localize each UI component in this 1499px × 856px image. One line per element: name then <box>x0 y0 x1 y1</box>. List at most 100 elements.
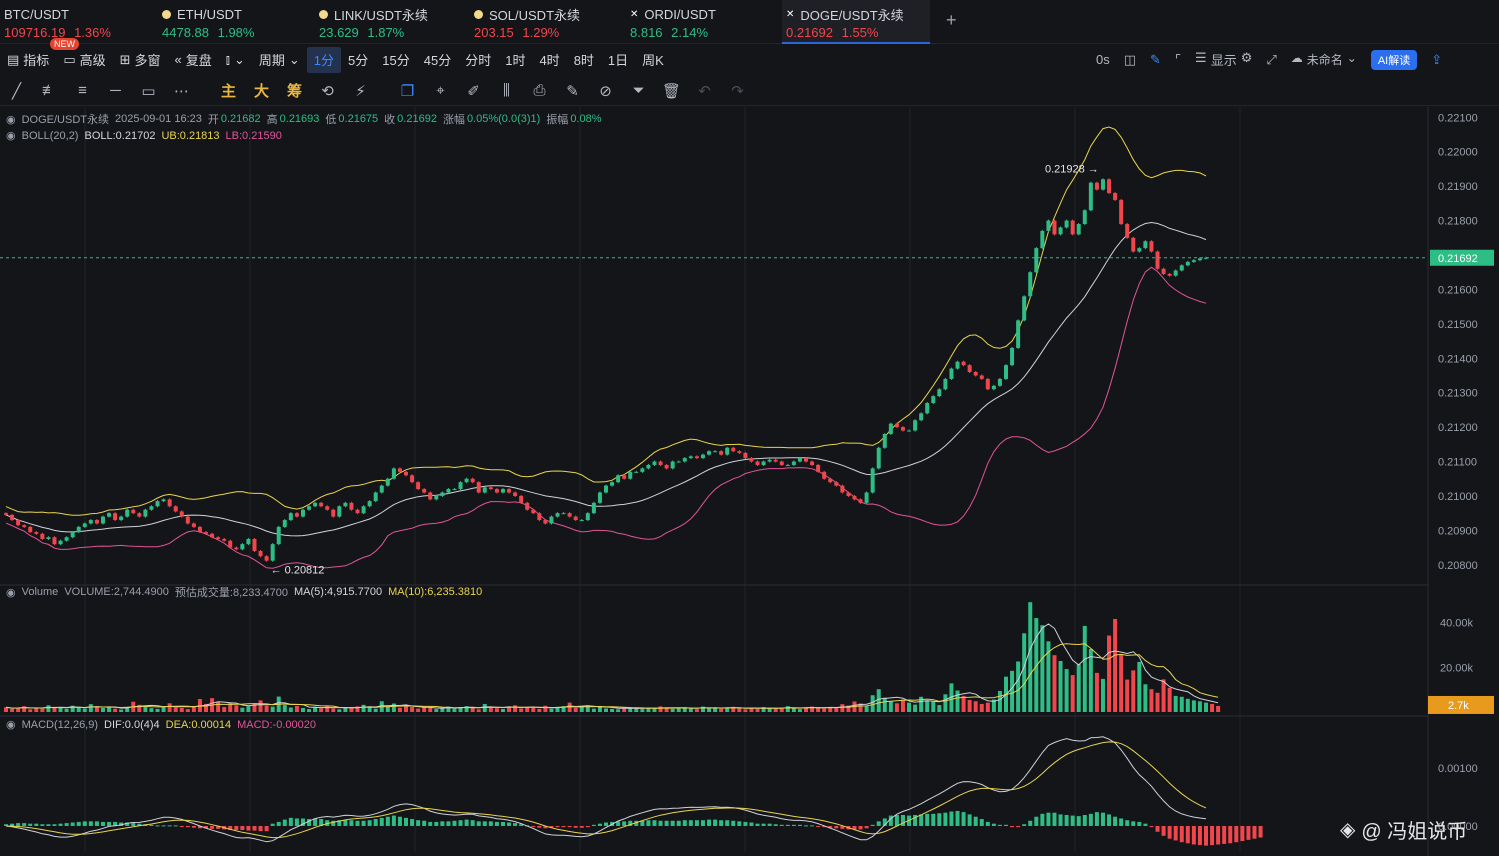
volume-bar <box>834 707 839 712</box>
candle <box>713 451 718 453</box>
undo-icon[interactable]: ↶ <box>698 82 711 100</box>
hline-tool-icon[interactable]: ─ <box>110 82 121 99</box>
interval-0[interactable]: 1分 <box>306 46 342 73</box>
volume-bar <box>1010 670 1015 712</box>
tab-dogeusdt[interactable]: ✕ DOGE/USDT永续 0.21692 1.55% <box>782 0 930 44</box>
tab-linkusdt[interactable]: LINK/USDT永续 23.629 1.87% <box>315 0 465 44</box>
advanced-button[interactable]: ▭ 高级 <box>63 51 106 69</box>
measure-tool-icon[interactable]: ⫼ <box>503 82 510 99</box>
candle <box>470 478 475 483</box>
pencil-icon[interactable]: ✎ <box>1150 51 1161 67</box>
tab-price: 4478.88 1.98% <box>162 25 308 40</box>
volume-bar <box>137 704 142 712</box>
ruler-tool-icon[interactable]: ⌖ <box>436 82 445 99</box>
lock-tool-icon[interactable]: ⎙ <box>533 82 546 99</box>
multi-window-button[interactable]: ⊞ 多窗 <box>119 51 161 69</box>
macd-hist-bar <box>979 819 984 826</box>
candle <box>985 378 990 390</box>
fullscreen-icon[interactable]: ⤢ <box>1266 51 1277 67</box>
sol-coin-icon <box>474 9 483 19</box>
candle <box>282 520 287 527</box>
layout-name-button[interactable]: ☁ 未命名 ⌄ <box>1290 51 1357 67</box>
macd-hist-bar <box>307 819 312 826</box>
more-tools-icon[interactable]: ⋯ <box>174 82 189 100</box>
tab-solusdt[interactable]: SOL/USDT永续 203.15 1.29% <box>470 0 620 44</box>
macd-tick-label: 0.00100 <box>1438 763 1478 775</box>
interval-6[interactable]: 4时 <box>539 53 560 68</box>
main-force-button[interactable]: 主 <box>220 83 236 100</box>
candle <box>597 492 602 503</box>
volume-bar <box>1022 633 1027 712</box>
eye-icon[interactable]: ◉ <box>6 586 16 599</box>
candle <box>682 458 687 462</box>
share-icon[interactable]: ⇪ <box>1431 51 1443 67</box>
interval-1[interactable]: 5分 <box>348 53 369 68</box>
ai-analyze-button[interactable]: AI解读 <box>1370 49 1418 70</box>
tab-ethusdt[interactable]: ETH/USDT 4478.88 1.98% <box>158 0 308 44</box>
price-tick-label: 0.21900 <box>1438 181 1478 193</box>
parallel-tool-icon[interactable]: ≢ <box>42 82 57 99</box>
eye-icon[interactable]: ◉ <box>6 113 16 126</box>
macd-hist-bar <box>476 821 481 826</box>
macd-hist-bar <box>119 822 124 826</box>
volume-bar <box>616 709 621 712</box>
filter-tool-icon[interactable]: ⏷ <box>632 82 645 99</box>
interval-8[interactable]: 1日 <box>607 53 629 68</box>
fib-tool-icon[interactable]: ≡ <box>78 82 87 99</box>
frame-icon[interactable]: ⌜ <box>1174 51 1182 67</box>
brush-tool-icon[interactable]: ✐ <box>467 82 480 100</box>
candle <box>173 506 178 512</box>
candle <box>1197 258 1202 261</box>
chart-type-button[interactable]: ⫾ ⌄ <box>219 47 252 73</box>
candle <box>276 526 281 545</box>
macd-hist-bar <box>670 820 675 826</box>
candle <box>737 451 742 453</box>
line-tool-icon[interactable]: ╱ <box>11 82 22 100</box>
candle <box>4 513 8 515</box>
indicator-tool-icon[interactable]: ⟲ <box>321 82 334 100</box>
interval-9[interactable]: 周K <box>642 53 664 68</box>
period-button[interactable]: 周期 ⌄ <box>258 51 300 69</box>
macd-hist-bar <box>555 825 560 828</box>
macd-hist-bar <box>137 823 142 826</box>
tab-btcusdt[interactable]: BTC/USDT 109716.19 1.36% <box>0 0 150 44</box>
macd-hist-bar <box>1155 825 1160 832</box>
interval-5[interactable]: 1时 <box>505 53 526 68</box>
interval-4[interactable]: 分时 <box>465 53 492 68</box>
candle <box>919 413 924 421</box>
macd-hist-bar <box>664 820 669 826</box>
trash-icon[interactable]: 🗑 <box>661 82 682 100</box>
rect-tool-icon[interactable]: ▭ <box>141 82 156 100</box>
display-button[interactable]: ☰ 显示 ⚙ <box>1195 50 1253 68</box>
interval-list: 1分 5分 15分 45分 分时 1时 4时 8时 1日 周K <box>306 46 671 73</box>
volume-bar <box>961 695 966 712</box>
interval-3[interactable]: 45分 <box>423 53 452 68</box>
eye-icon[interactable]: ◉ <box>6 130 16 142</box>
edit-tool-icon[interactable]: ✎ <box>566 82 579 100</box>
eye-icon[interactable]: ◉ <box>6 719 16 731</box>
add-tab-button[interactable]: + <box>946 10 957 30</box>
candle <box>955 361 960 369</box>
chips-button[interactable]: 筹 <box>286 83 302 100</box>
tab-ordiusdt[interactable]: ✕ ORDI/USDT 8.816 2.14% <box>626 0 776 44</box>
interval-2[interactable]: 15分 <box>382 53 410 68</box>
indicator-button[interactable]: ▤ 指标 <box>7 51 50 69</box>
large-order-button[interactable]: 大 <box>253 83 269 100</box>
interval-7[interactable]: 8时 <box>573 53 594 68</box>
candle <box>1119 199 1124 225</box>
candle <box>537 513 542 521</box>
chart-area[interactable]: 0.22100 0.22000 0.21900 0.21800 0.21600 0.215… <box>0 107 1499 856</box>
macd-hist-bar <box>1197 825 1202 846</box>
redo-icon[interactable]: ↷ <box>731 82 744 100</box>
macd-hist-bar <box>731 820 736 826</box>
volume-bar <box>779 707 784 712</box>
copy-tool-icon[interactable]: ❐ <box>400 82 415 100</box>
candle <box>1076 224 1081 235</box>
volume-bar <box>252 703 257 712</box>
camera-icon[interactable]: ◫ <box>1123 51 1137 67</box>
macd-hist-bar <box>76 821 81 826</box>
link-coin-icon <box>319 9 328 19</box>
eraser-tool-icon[interactable]: ⊘ <box>599 82 612 100</box>
magic-tool-icon[interactable]: ⚡ <box>355 82 366 100</box>
replay-button[interactable]: «复盘 <box>174 52 212 68</box>
